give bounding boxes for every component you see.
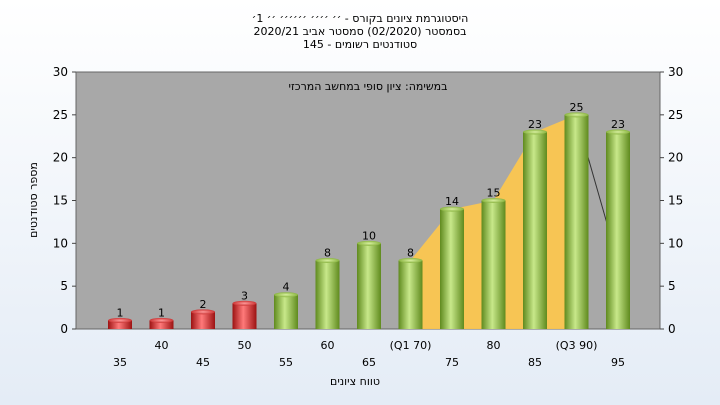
bar-body (440, 209, 464, 329)
bar-45: 2 (191, 298, 215, 329)
bar-(Q1 70): 8 (398, 246, 423, 329)
bar-value-label: 14 (445, 195, 459, 208)
x-tick-label: 65 (362, 356, 376, 369)
bar-50: 3 (232, 289, 257, 329)
x-tick-label: 80 (487, 339, 501, 352)
bar-cap (523, 129, 547, 135)
bar-65: 10 (357, 229, 381, 329)
bar-body (315, 260, 340, 329)
bar-cap (440, 206, 464, 212)
y-tick-label-right: 15 (668, 194, 683, 208)
bar-cap (274, 292, 298, 298)
bar-value-label: 8 (407, 246, 414, 259)
x-tick-label: 40 (155, 339, 169, 352)
bar-value-label: 25 (570, 101, 584, 114)
y-tick-label-left: 25 (53, 108, 68, 122)
bar-body (523, 131, 547, 329)
bar-body (481, 200, 506, 329)
y-tick-label-left: 10 (53, 236, 68, 250)
bar-value-label: 8 (324, 246, 331, 259)
y-tick-label-left: 20 (53, 151, 68, 165)
x-tick-label: 95 (611, 356, 625, 369)
y-axis-label: מספר סטודנטים (27, 162, 40, 238)
bar-80: 15 (481, 187, 506, 329)
y-tick-label-right: 10 (668, 236, 683, 250)
x-tick-label: (Q1 70) (390, 339, 432, 352)
bar-cap (191, 309, 215, 315)
chart-title-line-1: היסטוגרמת ציונים בקורס - ׳׳ ׳׳׳׳ ׳׳׳׳׳׳ … (251, 12, 469, 25)
bar-(Q3 90): 25 (564, 101, 589, 329)
bar-value-label: 1 (158, 306, 165, 319)
chart-title-line-2: בסמסטר (02/2020) סמסטר אביב 2020/21 (253, 25, 467, 38)
chart-title-line-3: סטודנטים רשומים - 145 (302, 38, 418, 51)
bar-cap (315, 257, 340, 263)
bar-cap (232, 300, 257, 306)
bar-value-label: 1 (117, 306, 124, 319)
bar-value-label: 23 (611, 118, 625, 131)
bar-body (108, 320, 132, 329)
bar-75: 14 (440, 195, 464, 329)
bar-35: 1 (108, 306, 132, 329)
bar-body (274, 294, 298, 329)
x-tick-label: 35 (113, 356, 127, 369)
y-tick-label-right: 5 (668, 279, 676, 293)
bar-value-label: 3 (241, 289, 248, 302)
bar-cap (481, 198, 506, 203)
y-tick-label-right: 30 (668, 65, 683, 79)
x-axis-label: טווח ציונים (330, 375, 380, 388)
y-tick-label-left: 0 (60, 322, 68, 336)
y-tick-label-left: 5 (60, 279, 68, 293)
bar-55: 4 (274, 281, 298, 329)
bar-cap (357, 240, 381, 246)
x-tick-label: 45 (196, 356, 210, 369)
x-tick-label: 75 (445, 356, 459, 369)
bar-cap (108, 317, 132, 323)
x-tick-label: 50 (238, 339, 252, 352)
bar-value-label: 10 (362, 229, 376, 242)
bar-body (232, 303, 257, 329)
bar-body (357, 243, 381, 329)
x-tick-label: 55 (279, 356, 293, 369)
bar-value-label: 23 (528, 118, 542, 131)
y-tick-label-right: 25 (668, 108, 683, 122)
bar-60: 8 (315, 246, 340, 329)
bar-95: 23 (606, 118, 630, 329)
bar-body (564, 114, 589, 329)
y-tick-label-right: 20 (668, 151, 683, 165)
y-tick-label-right: 0 (668, 322, 676, 336)
y-tick-label-left: 30 (53, 65, 68, 79)
bar-value-label: 15 (487, 187, 501, 200)
x-tick-label: 60 (321, 339, 335, 352)
bar-body (398, 260, 423, 329)
x-tick-label: (Q3 90) (556, 339, 598, 352)
y-tick-label-left: 15 (53, 194, 68, 208)
bar-cap (564, 112, 589, 118)
x-tick-label: 85 (528, 356, 542, 369)
bar-value-label: 2 (200, 298, 207, 311)
bar-85: 23 (523, 118, 547, 329)
bar-body (191, 311, 215, 329)
bar-body (149, 320, 174, 329)
annotation-text: במשימה: ציון סופי במחשב המרכזי (288, 80, 447, 93)
bar-body (606, 131, 630, 329)
bar-40: 1 (149, 306, 174, 329)
bar-value-label: 4 (283, 281, 290, 294)
bar-cap (606, 129, 630, 135)
bar-cap (398, 257, 423, 263)
bar-cap (149, 317, 174, 323)
